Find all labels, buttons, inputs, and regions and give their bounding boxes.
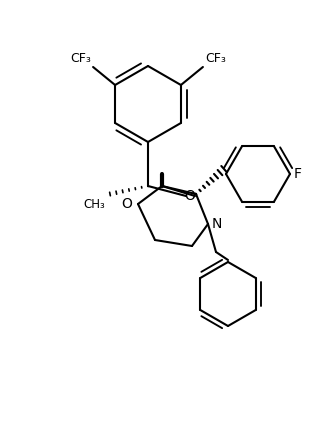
- Text: CF₃: CF₃: [205, 52, 226, 65]
- Text: O: O: [185, 189, 196, 203]
- Text: CF₃: CF₃: [70, 52, 91, 65]
- Text: N: N: [212, 217, 222, 231]
- Text: CH₃: CH₃: [83, 198, 105, 211]
- Text: O: O: [121, 197, 132, 211]
- Text: F: F: [294, 167, 302, 181]
